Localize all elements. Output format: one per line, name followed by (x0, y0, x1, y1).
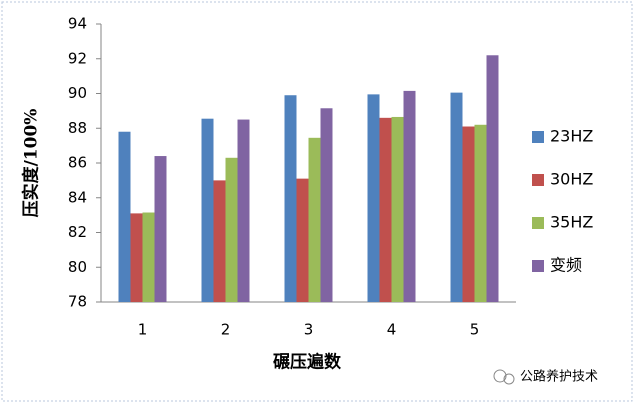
x-tick-label: 4 (387, 321, 397, 339)
watermark: 公路养护技术 (520, 369, 598, 385)
y-tick-label: 80 (68, 258, 87, 276)
x-axis-title: 碾压遍数 (273, 352, 342, 373)
bar (130, 213, 143, 302)
y-tick-label: 90 (68, 84, 87, 102)
x-tick-label: 2 (221, 321, 231, 339)
bar (486, 55, 499, 303)
bar (391, 116, 404, 302)
y-tick-label: 84 (68, 188, 87, 206)
bar (225, 157, 238, 302)
bar (403, 90, 416, 302)
legend-swatch (532, 131, 544, 143)
y-axis-title: 压实度/100% (21, 109, 42, 218)
y-tick-label: 86 (68, 154, 87, 172)
legend-swatch (532, 174, 544, 186)
watermark-icon (493, 369, 515, 385)
bar (142, 212, 155, 302)
bar (213, 180, 226, 302)
y-tick-label: 88 (68, 119, 87, 137)
legend-label: 变频 (550, 256, 582, 275)
bar (462, 126, 475, 302)
bar (201, 118, 214, 302)
bar (154, 156, 167, 302)
bar (296, 178, 309, 302)
y-tick-label: 94 (68, 15, 87, 33)
legend-label: 23HZ (550, 127, 593, 146)
bar (284, 95, 297, 302)
bar (320, 108, 333, 302)
y-tick-label: 82 (68, 223, 87, 241)
bar (308, 137, 321, 302)
legend-label: 35HZ (550, 213, 593, 232)
legend-swatch (532, 217, 544, 229)
legend-swatch (532, 260, 544, 272)
bar (450, 92, 463, 302)
y-tick-label: 78 (68, 293, 87, 311)
bar (379, 117, 392, 302)
x-tick-label: 5 (470, 321, 480, 339)
bar (237, 119, 250, 302)
bar (474, 124, 487, 303)
bar (367, 94, 380, 303)
legend-label: 30HZ (550, 170, 593, 189)
y-tick-label: 92 (68, 49, 87, 67)
x-tick-label: 1 (138, 321, 148, 339)
bar (118, 131, 131, 302)
x-tick-label: 3 (304, 321, 314, 339)
